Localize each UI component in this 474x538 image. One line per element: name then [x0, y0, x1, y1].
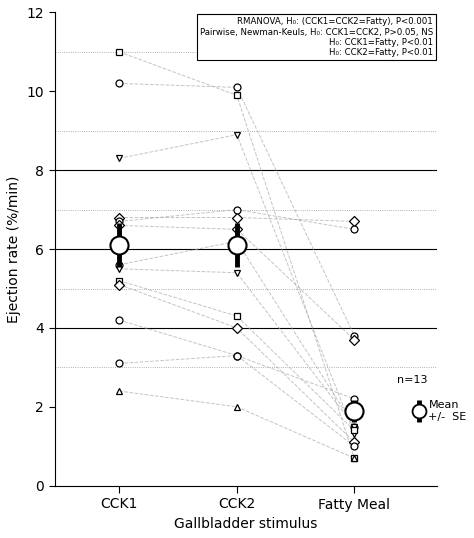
Text: Mean
+/-  SE: Mean +/- SE — [428, 400, 467, 422]
Text: n=13: n=13 — [397, 375, 427, 385]
Y-axis label: Ejection rate (%/min): Ejection rate (%/min) — [7, 175, 21, 323]
Text: RMANOVA, H₀: (CCK1=CCK2=Fatty), P<0.001
Pairwise, Newman-Keuls, H₀: CCK1=CCK2, P: RMANOVA, H₀: (CCK1=CCK2=Fatty), P<0.001 … — [200, 17, 433, 58]
X-axis label: Gallbladder stimulus: Gallbladder stimulus — [174, 517, 317, 531]
